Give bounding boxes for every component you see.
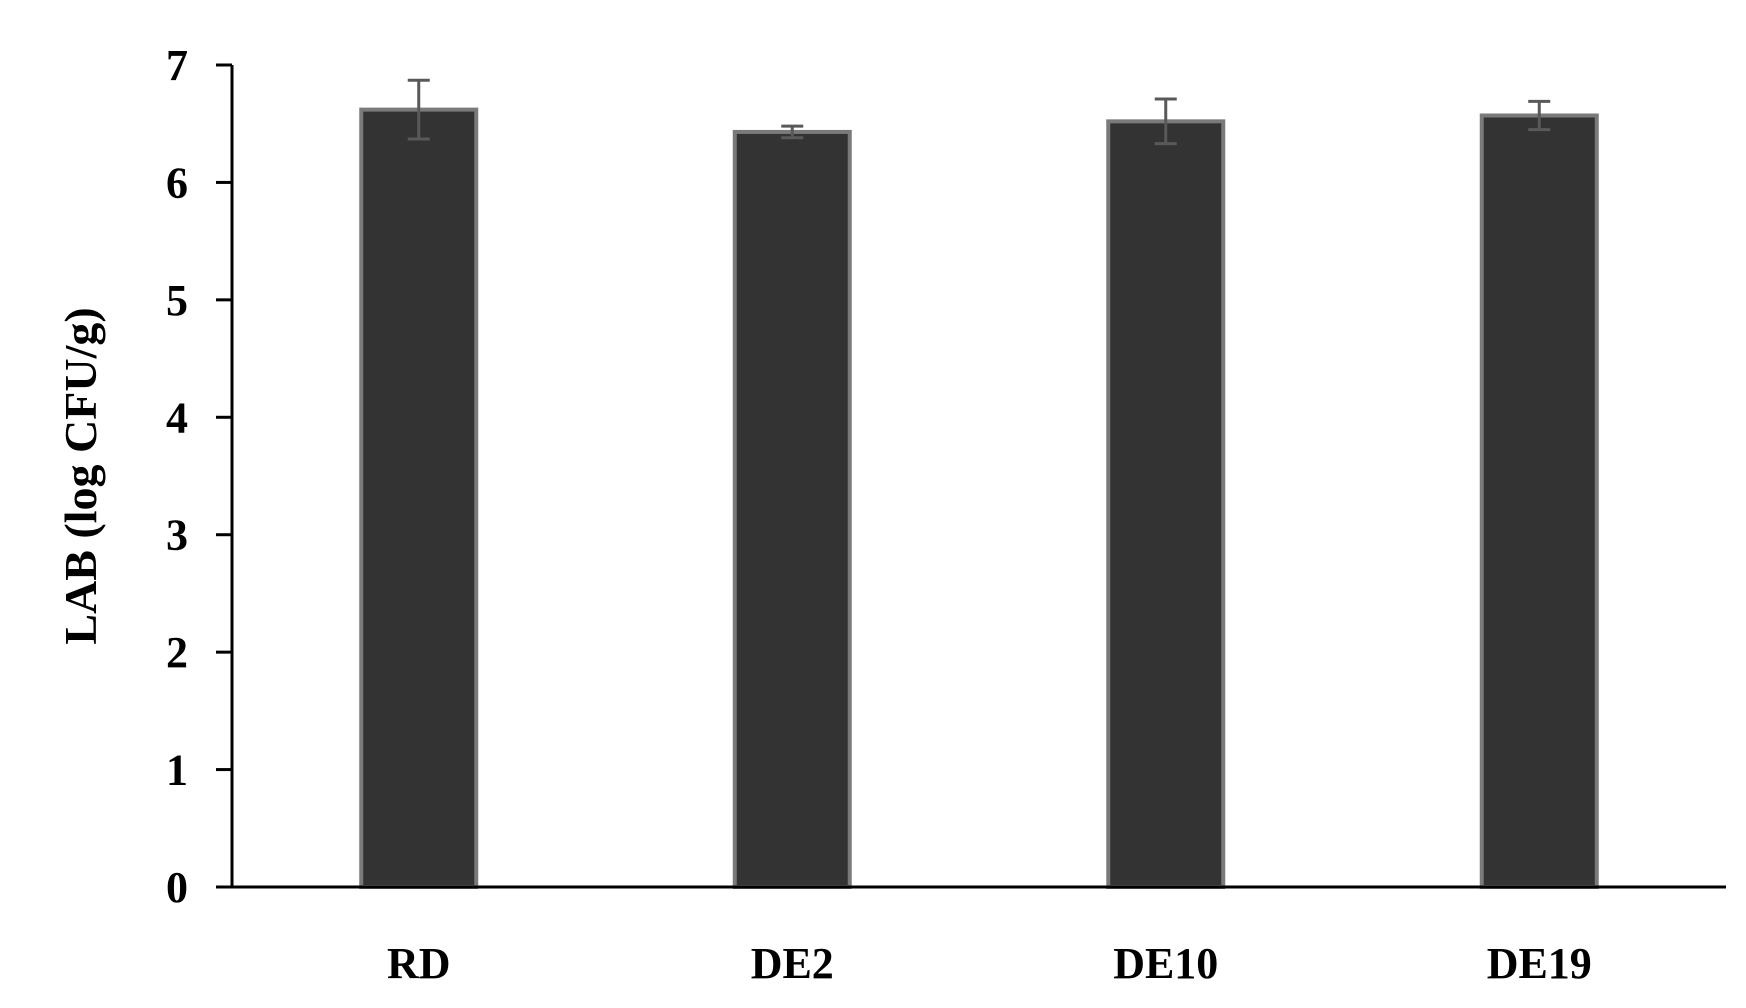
y-tick-label: 2 [166,628,188,677]
y-tick-label: 0 [166,863,188,912]
y-tick-label: 4 [166,393,188,442]
y-tick-label: 5 [166,276,188,325]
x-category-labels: RD DE2 DE10 DE19 [387,939,1592,988]
y-axis-title: LAB (log CFU/g) [55,307,106,644]
axes-layer [230,65,1726,889]
bar [732,129,852,890]
error-bars-layer [407,78,1551,146]
bar [1479,113,1599,890]
y-tick-label: 6 [166,158,188,207]
x-category-label: DE19 [1487,939,1592,988]
x-category-label: RD [387,939,451,988]
y-tick-label: 1 [166,746,188,795]
y-ticks-layer: 0 1 2 3 4 5 6 7 [166,41,232,912]
bars-layer [359,107,1599,890]
y-tick-label: 7 [166,41,188,90]
x-category-label: DE10 [1113,939,1218,988]
y-tick-label: 3 [166,511,188,560]
bar [1106,119,1226,889]
x-category-label: DE2 [751,939,834,988]
bar [359,107,479,889]
